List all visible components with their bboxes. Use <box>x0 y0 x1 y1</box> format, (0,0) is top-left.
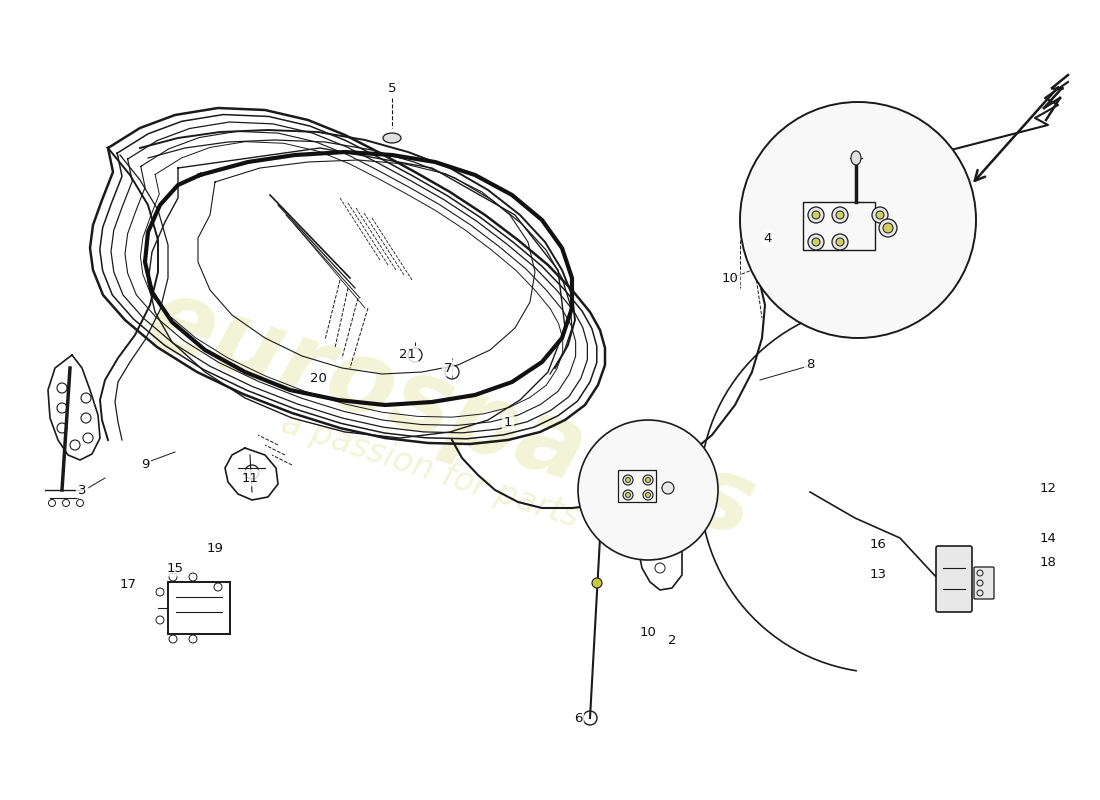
Text: 3: 3 <box>78 483 86 497</box>
Circle shape <box>646 493 650 498</box>
Circle shape <box>876 211 884 219</box>
Text: 20: 20 <box>309 371 327 385</box>
Text: 15: 15 <box>166 562 184 574</box>
Text: 6: 6 <box>574 711 582 725</box>
Text: 4: 4 <box>763 231 772 245</box>
Circle shape <box>578 420 718 560</box>
Text: 17: 17 <box>120 578 136 591</box>
Circle shape <box>626 478 630 482</box>
Text: 21: 21 <box>399 349 417 362</box>
Text: 9: 9 <box>141 458 150 471</box>
Text: 7: 7 <box>443 362 452 374</box>
Text: 18: 18 <box>1040 555 1056 569</box>
Text: 5: 5 <box>387 82 396 94</box>
Text: 10: 10 <box>722 271 738 285</box>
Text: a passion for parts: a passion for parts <box>277 406 583 534</box>
FancyBboxPatch shape <box>936 546 972 612</box>
Text: 10: 10 <box>639 626 657 638</box>
Ellipse shape <box>383 133 402 143</box>
Circle shape <box>623 490 632 500</box>
Text: 1: 1 <box>504 415 513 429</box>
Text: 8: 8 <box>806 358 814 371</box>
Circle shape <box>644 490 653 500</box>
Circle shape <box>883 223 893 233</box>
Circle shape <box>832 207 848 223</box>
Circle shape <box>812 238 820 246</box>
Circle shape <box>662 482 674 494</box>
FancyBboxPatch shape <box>974 567 994 599</box>
Circle shape <box>592 578 602 588</box>
Circle shape <box>808 234 824 250</box>
Circle shape <box>808 207 824 223</box>
Circle shape <box>646 478 650 482</box>
Text: 19: 19 <box>207 542 223 554</box>
Text: 11: 11 <box>242 471 258 485</box>
Text: 12: 12 <box>1040 482 1056 494</box>
Bar <box>618 470 656 502</box>
Text: 14: 14 <box>1040 531 1056 545</box>
Circle shape <box>872 207 888 223</box>
Circle shape <box>879 219 896 237</box>
Circle shape <box>836 211 844 219</box>
Circle shape <box>626 493 630 498</box>
Ellipse shape <box>851 151 861 165</box>
Circle shape <box>644 475 653 485</box>
Circle shape <box>832 234 848 250</box>
Circle shape <box>836 238 844 246</box>
Text: 16: 16 <box>870 538 887 551</box>
Text: 2: 2 <box>668 634 676 646</box>
Bar <box>803 202 874 250</box>
Circle shape <box>740 102 976 338</box>
Bar <box>168 582 230 634</box>
Circle shape <box>623 475 632 485</box>
Circle shape <box>812 211 820 219</box>
Text: 13: 13 <box>869 569 887 582</box>
Text: eurospares: eurospares <box>134 271 766 559</box>
